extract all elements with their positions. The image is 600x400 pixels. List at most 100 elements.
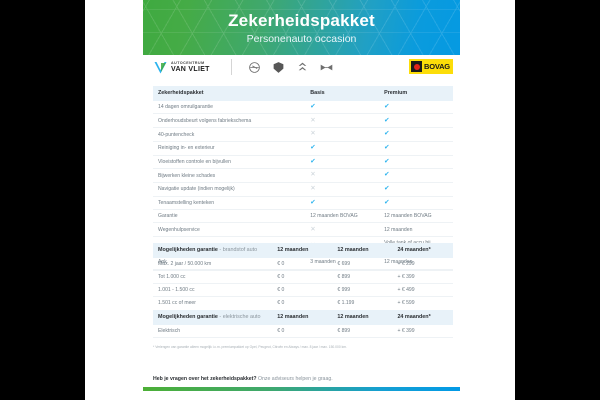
col-24-maanden: 24 maanden* [392,310,453,325]
page-subtitle: Personenauto occasion [246,33,357,45]
bovag-mark-icon [411,61,422,72]
cell-value: 12 maanden [384,226,413,233]
cell-premium: ✔ [379,155,453,170]
cell-price-12b: € 1.199 [332,296,393,311]
dealer-name-line1: AUTOCENTRUM [171,61,205,66]
warranty-fuel-table: Mogelijkheden garantie - brandstof auto … [153,243,453,311]
table-row: 40-puntencheck ✕ ✔ [153,127,453,142]
cell-basis: ✕ [305,182,380,197]
coverage-table: Zekerheidspakket Basis Premium 14 dagen … [153,86,453,270]
row-label: 40-puntencheck [153,127,306,142]
check-icon: ✔ [310,143,316,151]
brand-logos [248,61,333,74]
row-label: Bijwerken kleine schades [153,168,306,183]
check-icon: ✔ [384,130,390,138]
cell-price-12a: € 0 [272,257,333,271]
cell-premium: 12 maanden BOVAG [379,209,453,224]
cross-icon: ✕ [310,225,316,233]
cell-price-12a: € 0 [272,324,333,338]
table-row: Bijwerken kleine schades ✕ ✔ [153,168,453,183]
col-12-maanden-b: 12 maanden [332,243,393,258]
check-icon: ✔ [384,198,390,206]
header-banner: Zekerheidspakket Personenauto occasion [143,0,460,55]
cell-price-12b: € 899 [332,270,393,285]
table-row: Onderhoudsbeurt volgens fabriekschema ✕ ✔ [153,113,453,129]
col-24-maanden: 24 maanden* [392,243,453,258]
row-label: Max. 2 jaar / 50.000 km [153,257,273,271]
bovag-label: BOVAG [424,62,450,71]
row-label: Navigatie update (indien mogelijk) [153,182,306,197]
footer-contact: Heb je vragen over het zekerheidspakket?… [153,376,453,382]
page-title: Zekerheidspakket [228,11,375,30]
table-row: 14 dagen omruilgarantie ✔ ✔ [153,100,453,115]
logo-divider [231,59,232,75]
banner-pattern [143,0,460,55]
cell-premium: ✔ [379,113,453,129]
check-icon: ✔ [384,185,390,192]
col-12-maanden-a: 12 maanden [272,310,333,325]
table-row: Elektrisch € 0 € 899 + € 399 [153,324,453,338]
cell-price-24: + € 399 [392,324,453,338]
table-row: 1.501 cc of meer € 0 € 1.199 + € 599 [153,296,453,311]
check-icon: ✔ [310,198,316,206]
table-header-row: Zekerheidspakket Basis Premium [153,86,453,101]
cell-premium: ✔ [379,182,453,197]
col-feature: Zekerheidspakket [153,86,306,101]
table-header-row: Mogelijkheden garantie - elektrische aut… [153,310,453,325]
cell-premium: ✔ [379,100,453,115]
cell-premium: ✔ [379,127,453,142]
warranty-electric-body: Elektrisch € 0 € 899 + € 399 [153,324,453,338]
document-page: Zekerheidspakket Personenauto occasion A… [85,0,515,400]
cross-icon: ✕ [310,185,316,192]
row-label: Onderhoudsbeurt volgens fabriekschema [153,113,306,129]
logo-bar: AUTOCENTRUM VAN VLIET BOVAG [153,58,453,80]
cell-price-12b: € 999 [332,283,393,298]
check-icon: ✔ [310,157,316,165]
cell-basis: ✕ [305,127,380,142]
warranty-electric-table: Mogelijkheden garantie - elektrische aut… [153,310,453,338]
check-icon: ✔ [384,171,390,179]
check-icon: ✔ [384,143,390,151]
cell-price-12a: € 0 [272,270,333,285]
check-icon: ✔ [384,116,390,124]
table-row: Wegenhulpservice ✕ 12 maanden [153,222,453,238]
row-label: 1.501 cc of meer [153,296,273,311]
cell-basis: ✔ [305,141,380,156]
footer-answer: Onze adviseurs helpen je graag. [257,376,333,382]
cell-basis: ✕ [305,222,380,238]
cell-basis: ✕ [305,113,380,129]
warranty-fuel-body: Max. 2 jaar / 50.000 km € 0 € 699 + € 299 To… [153,257,453,311]
cross-icon: ✕ [310,116,316,124]
row-label: Tot 1.000 cc [153,270,273,285]
col-12-maanden-b: 12 maanden [332,310,393,325]
row-label: 1.001 - 1.500 cc [153,283,273,298]
opel-logo-icon [249,62,260,73]
check-icon: ✔ [310,102,316,110]
row-label: 14 dagen omruilgarantie [153,100,306,115]
dealer-logo: AUTOCENTRUM VAN VLIET [153,60,210,75]
table-row: Max. 2 jaar / 50.000 km € 0 € 699 + € 299 [153,257,453,271]
table-row: Tot 1.000 cc € 0 € 899 + € 399 [153,270,453,285]
cell-value: 12 maanden BOVAG [384,213,432,220]
table-row: Vloeistoffen controle en bijvullen ✔ ✔ [153,155,453,170]
table-row: Tenaamstelling kenteken ✔ ✔ [153,196,453,211]
col-12-maanden-a: 12 maanden [272,243,333,258]
col-basis: Basis [305,86,380,101]
bottom-gradient-bar [143,387,460,391]
cell-premium: ✔ [379,196,453,211]
peugeot-logo-icon [273,62,284,73]
table-row: Navigatie update (indien mogelijk) ✕ ✔ [153,182,453,197]
cell-price-12a: € 0 [272,283,333,298]
table-row: Reiniging in- en exterieur ✔ ✔ [153,141,453,156]
cell-basis: ✔ [305,100,380,115]
cell-price-12b: € 899 [332,324,393,338]
dealer-name-line2: VAN VLIET [171,65,210,73]
cell-basis: ✕ [305,168,380,183]
cell-premium: ✔ [379,141,453,156]
check-icon: ✔ [384,102,390,110]
col-warranty-option: Mogelijkheden garantie - brandstof auto [153,243,273,258]
col-warranty-option: Mogelijkheden garantie - elektrische aut… [153,310,273,325]
row-label: Vloeistoffen controle en bijvullen [153,155,306,170]
cell-price-24: + € 299 [392,257,453,271]
cell-basis: ✔ [305,196,380,211]
